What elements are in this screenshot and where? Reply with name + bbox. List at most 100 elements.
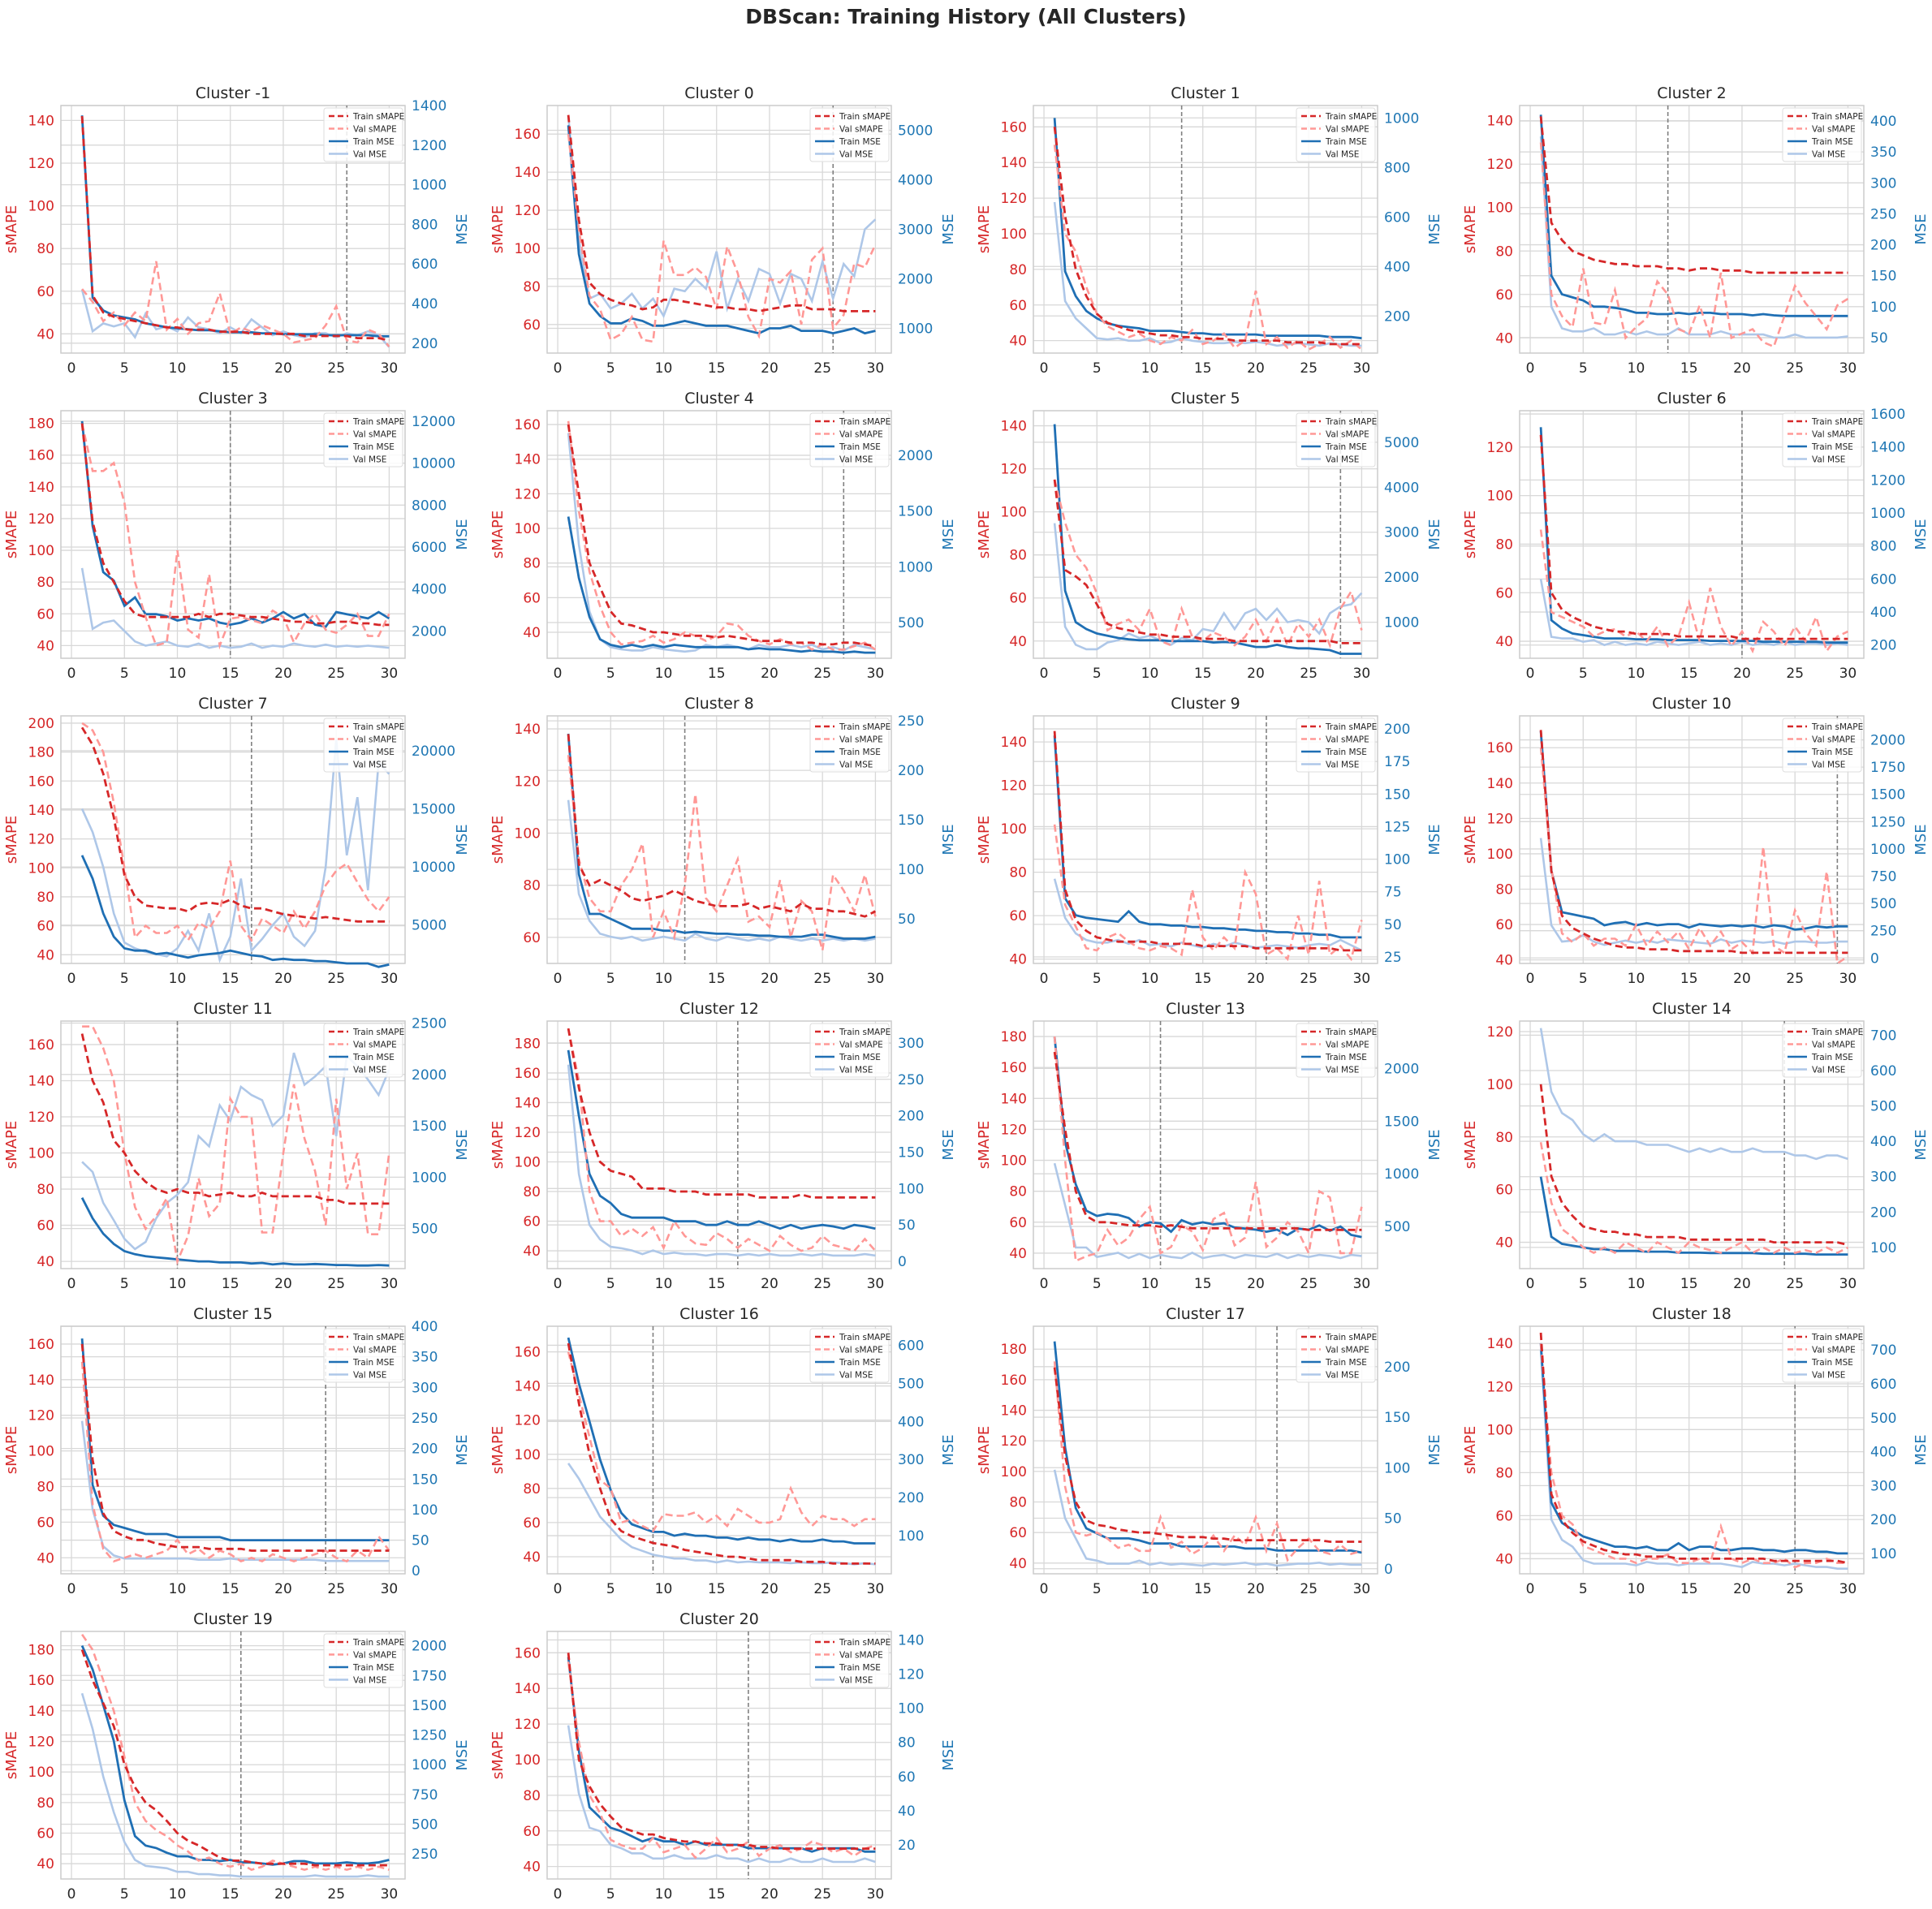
y2-tick-label: 100	[898, 1701, 924, 1717]
y2-tick-label: 750	[412, 1787, 438, 1803]
legend-label: Val MSE	[1326, 1066, 1359, 1075]
y-tick-label: 80	[523, 1481, 541, 1497]
series-val-smape	[1539, 529, 1848, 654]
y2-tick-label: 1000	[1384, 615, 1419, 631]
y-tick-label: 60	[1009, 1215, 1027, 1231]
x-tick-label: 10	[169, 360, 187, 377]
subplot-13: Cluster 12 0 5 10 15 20 25 30 40 60 80 100 120 140 160…	[489, 1000, 957, 1292]
subplot-6: Cluster 5 0 5 10 15 20 25 30 40 60 80 100 120 140 1000…	[976, 390, 1443, 682]
y2-tick-label: 100	[1384, 1460, 1410, 1476]
x-tick-label: 25	[327, 666, 345, 682]
y-tick-label: 140	[28, 480, 54, 496]
y2-tick-label: 200	[1870, 1512, 1896, 1528]
x-tick-label: 15	[1194, 971, 1212, 987]
y2-tick-label: 50	[1870, 330, 1888, 347]
y-tick-label: 160	[1001, 1060, 1027, 1076]
y2-tick-label: 1000	[1870, 842, 1905, 858]
subplot-title: Cluster 18	[1652, 1305, 1731, 1323]
x-tick-label: 15	[708, 360, 726, 377]
x-tick-label: 20	[761, 971, 778, 987]
x-tick-label: 30	[1839, 1581, 1857, 1597]
x-tick-label: 0	[67, 360, 76, 377]
y2-tick-label: 120	[898, 1667, 924, 1683]
y-tick-label: 100	[1487, 489, 1513, 505]
y-tick-label: 40	[523, 1859, 541, 1876]
y-tick-label: 60	[523, 590, 541, 606]
y2-tick-label: 500	[1384, 1219, 1410, 1235]
y2-tick-label: 1000	[412, 1170, 446, 1186]
x-tick-label: 30	[381, 666, 399, 682]
y2-tick-label: 150	[1870, 269, 1896, 285]
x-tick-label: 0	[554, 1886, 563, 1903]
subplot-title: Cluster 12	[679, 1000, 759, 1018]
legend	[1782, 717, 1862, 773]
y2-tick-label: 1000	[412, 178, 446, 194]
y2-tick-label: 1750	[412, 1668, 446, 1684]
legend-label: Val sMAPE	[1326, 125, 1369, 135]
y-tick-label: 140	[1001, 419, 1027, 435]
y2-tick-label: 200	[898, 1490, 924, 1506]
y-tick-label: 80	[37, 241, 54, 257]
y2-tick-label: 400	[1384, 259, 1410, 275]
x-tick-label: 25	[327, 971, 345, 987]
y2-tick-label: 0	[412, 1563, 420, 1579]
y-tick-label: 40	[37, 326, 54, 343]
y-tick-label: 40	[37, 1550, 54, 1566]
y-tick-label: 120	[28, 1408, 54, 1424]
subplot-14: Cluster 13 0 5 10 15 20 25 30 40 60 80 100 120 140 160…	[976, 1000, 1443, 1292]
series-val-smape	[1539, 1343, 1848, 1569]
y2-tick-label: 150	[1384, 1410, 1410, 1426]
legend-label: Train sMAPE	[839, 722, 891, 732]
y2-tick-label: 1250	[1870, 814, 1905, 830]
series-val-smape	[80, 1361, 390, 1563]
y-tick-label: 60	[523, 1214, 541, 1230]
x-tick-label: 25	[327, 1581, 345, 1597]
y-tick-label: 120	[28, 511, 54, 528]
y-tick-label: 80	[37, 890, 54, 906]
plot-frame	[1033, 410, 1378, 659]
y-tick-label: 40	[1009, 952, 1027, 968]
y-tick-label: 100	[515, 1752, 541, 1769]
y2-tick-label: 200	[1384, 722, 1410, 738]
subplot-title: Cluster 9	[1171, 695, 1240, 713]
y2-tick-label: 1250	[412, 1728, 446, 1744]
legend-label: Train sMAPE	[839, 1028, 891, 1037]
legend-label: Train sMAPE	[352, 722, 404, 732]
y-tick-label: 100	[1001, 1464, 1027, 1480]
series-train-mse	[1539, 114, 1848, 317]
series-train-smape	[80, 116, 390, 342]
y2-axis-label: MSE	[1913, 1129, 1930, 1160]
subplot-12: Cluster 11 0 5 10 15 20 25 30 40 60 80 100 120 140 160…	[3, 1000, 471, 1292]
y2-tick-label: 50	[412, 1533, 429, 1549]
subplot-title: Cluster 6	[1657, 390, 1727, 407]
legend-label: Val MSE	[1812, 1371, 1845, 1381]
series-val-smape	[1053, 479, 1363, 649]
legend	[809, 107, 890, 162]
y-tick-label: 60	[1495, 585, 1513, 601]
y-tick-label: 180	[1001, 1342, 1027, 1358]
y-axis-label: sMAPE	[1462, 1426, 1479, 1474]
y2-tick-label: 500	[412, 1817, 438, 1834]
legend-label: Val MSE	[353, 1371, 386, 1381]
x-tick-label: 15	[708, 1581, 726, 1597]
x-tick-label: 10	[1628, 1276, 1645, 1292]
legend-label: Train MSE	[352, 1358, 395, 1368]
y2-tick-label: 2000	[1384, 1061, 1419, 1077]
y-tick-label: 160	[515, 127, 541, 143]
subplot-18: Cluster 17 0 5 10 15 20 25 30 40 60 80 100 120 140 160…	[976, 1305, 1443, 1597]
y2-tick-label: 500	[1870, 1099, 1896, 1115]
x-tick-label: 25	[1300, 360, 1317, 377]
y2-tick-label: 20000	[412, 743, 455, 760]
x-tick-label: 25	[813, 1886, 831, 1903]
x-tick-label: 10	[1141, 971, 1159, 987]
y2-axis-label: MSE	[940, 1129, 957, 1160]
y-tick-label: 80	[1495, 1465, 1513, 1481]
legend-label: Train sMAPE	[352, 1028, 404, 1037]
y2-tick-label: 600	[1870, 571, 1896, 588]
x-tick-label: 5	[120, 666, 129, 682]
series-val-smape	[81, 722, 390, 943]
legend-label: Train MSE	[352, 1053, 395, 1062]
x-tick-label: 15	[708, 1886, 726, 1903]
x-tick-label: 30	[867, 1886, 885, 1903]
x-tick-label: 25	[813, 1581, 831, 1597]
